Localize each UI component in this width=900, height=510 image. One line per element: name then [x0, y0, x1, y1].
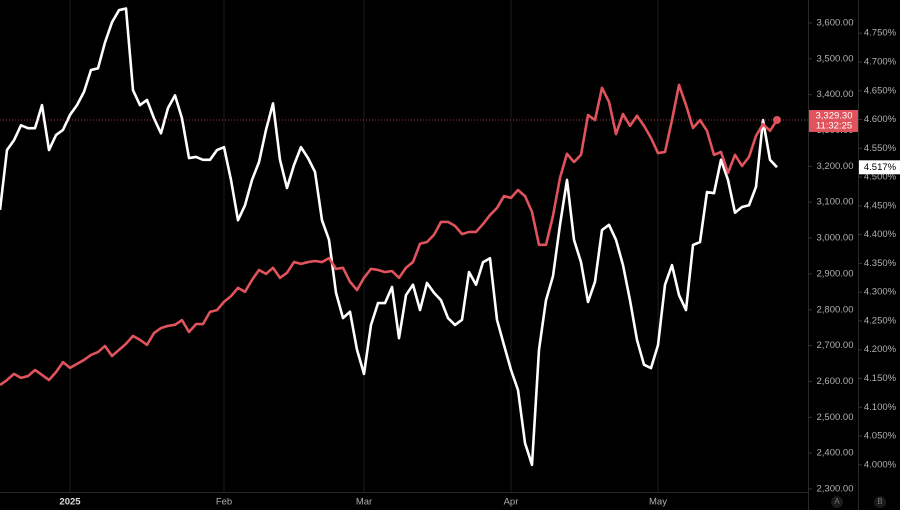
y2-tick-label: 4.250% — [864, 315, 897, 326]
y2-tick-label: 4.500% — [864, 172, 897, 183]
y-tick-label: 3,200.00 — [817, 161, 854, 172]
y-tick-label: 3,400.00 — [817, 89, 854, 100]
y2-tick-label: 4.650% — [864, 85, 897, 96]
y-tick-label: 2,700.00 — [817, 340, 854, 351]
price-tag-label: 3,329.30 — [816, 110, 853, 121]
price-tag — [809, 109, 858, 132]
y2-tick-label: 4.200% — [864, 344, 897, 355]
axis-button[interactable] — [831, 496, 843, 508]
y2-tick-label: 4.700% — [864, 56, 897, 67]
countdown-label: 11:32:25 — [816, 120, 852, 131]
y-tick-label: 2,600.00 — [817, 376, 854, 387]
axis-button[interactable] — [874, 496, 886, 508]
x-tick-label: 2025 — [59, 497, 81, 508]
x-tick-label: Feb — [216, 497, 232, 508]
y-tick-label: 2,500.00 — [817, 412, 854, 423]
price-tag — [859, 160, 900, 175]
y-tick-label: 2,300.00 — [817, 484, 854, 495]
y2-tick-label: 4.450% — [864, 200, 897, 211]
y-tick-label: 2,900.00 — [817, 268, 854, 279]
y2-tick-label: 4.400% — [864, 229, 897, 240]
series-line — [0, 83, 779, 387]
y2-tick-label: 4.750% — [864, 28, 897, 39]
y2-tick-label: 4.000% — [864, 459, 897, 470]
y-tick-label: 3,000.00 — [817, 233, 854, 244]
y-tick-label: 3,500.00 — [817, 53, 854, 64]
series-line — [0, 7, 778, 467]
x-tick-label: Mar — [356, 497, 372, 508]
axis-button-label[interactable]: B — [877, 497, 882, 506]
last-point — [773, 115, 781, 124]
y2-tick-label: 4.350% — [864, 258, 897, 269]
price-tag-label: 4.517% — [864, 162, 897, 173]
y-tick-label: 2,800.00 — [817, 304, 854, 315]
y2-tick-label: 4.300% — [864, 287, 897, 298]
y2-tick-label: 4.550% — [864, 143, 897, 154]
y2-tick-label: 4.150% — [864, 373, 897, 384]
y2-tick-label: 4.600% — [864, 114, 897, 125]
axis-button-label[interactable]: A — [834, 497, 840, 506]
y2-tick-label: 4.050% — [864, 431, 897, 442]
x-tick-label: Apr — [504, 497, 519, 508]
x-tick-label: May — [649, 497, 667, 508]
y-tick-label: 2,400.00 — [817, 448, 854, 459]
y2-tick-label: 4.100% — [864, 402, 897, 413]
y-tick-label: 3,100.00 — [817, 197, 854, 208]
y-tick-label: 3,600.00 — [817, 17, 854, 28]
